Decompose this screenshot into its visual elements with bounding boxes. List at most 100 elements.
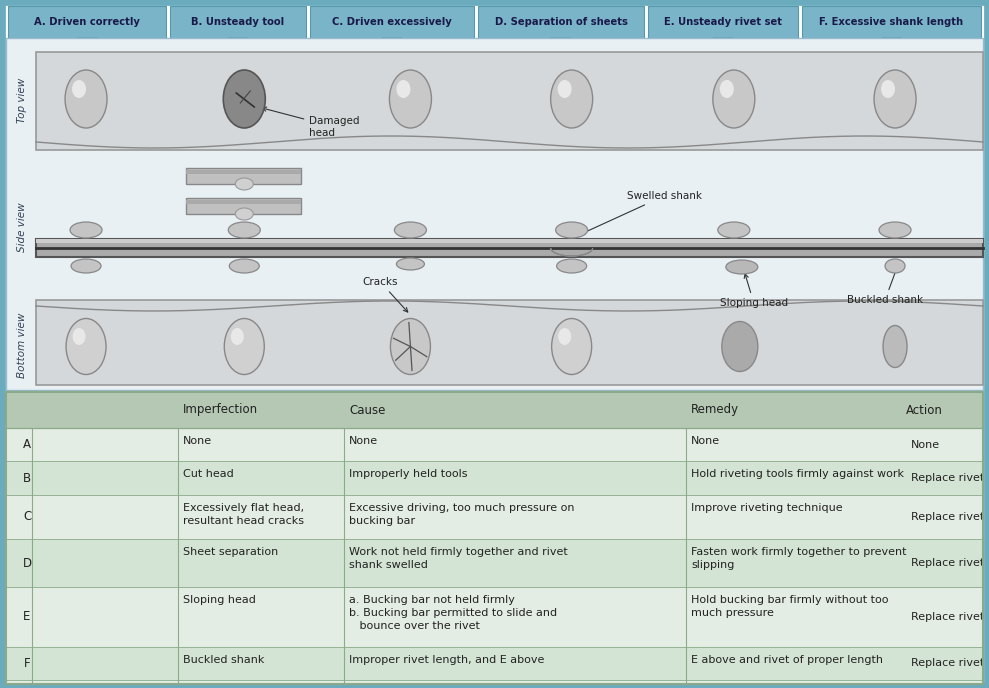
Ellipse shape <box>558 80 572 98</box>
Text: Replace rivet: Replace rivet <box>911 473 984 483</box>
Text: E. Unsteady rivet set: E. Unsteady rivet set <box>664 17 782 27</box>
Text: Hold bucking bar firmly without too
much pressure: Hold bucking bar firmly without too much… <box>691 595 888 618</box>
FancyBboxPatch shape <box>186 170 302 174</box>
FancyBboxPatch shape <box>36 52 983 150</box>
Ellipse shape <box>713 70 755 128</box>
FancyBboxPatch shape <box>802 6 981 38</box>
Ellipse shape <box>556 222 587 238</box>
FancyBboxPatch shape <box>6 428 983 462</box>
Ellipse shape <box>885 259 905 273</box>
FancyBboxPatch shape <box>6 392 983 428</box>
Text: B: B <box>23 471 31 484</box>
FancyBboxPatch shape <box>8 6 166 38</box>
Text: Replace rivet: Replace rivet <box>911 612 984 622</box>
Ellipse shape <box>558 328 571 345</box>
Text: Improve riveting technique: Improve riveting technique <box>691 503 843 513</box>
Polygon shape <box>881 38 902 52</box>
Ellipse shape <box>72 328 85 345</box>
Text: Sloping head: Sloping head <box>183 595 256 605</box>
Text: Remedy: Remedy <box>691 403 739 416</box>
Text: F. Excessive shank length: F. Excessive shank length <box>820 17 963 27</box>
Text: Buckled shank: Buckled shank <box>183 655 264 665</box>
Ellipse shape <box>229 259 259 273</box>
Polygon shape <box>551 38 571 52</box>
Ellipse shape <box>874 70 916 128</box>
Text: None: None <box>911 440 941 450</box>
Ellipse shape <box>552 319 591 374</box>
Text: D: D <box>23 557 32 570</box>
Text: Improper rivet length, and E above: Improper rivet length, and E above <box>349 655 544 665</box>
Ellipse shape <box>71 259 101 273</box>
Ellipse shape <box>235 178 253 190</box>
Text: E: E <box>24 610 31 623</box>
Ellipse shape <box>72 80 86 98</box>
FancyBboxPatch shape <box>648 6 798 38</box>
Polygon shape <box>77 38 97 52</box>
Text: Swelled shank: Swelled shank <box>581 191 701 235</box>
Ellipse shape <box>235 208 253 220</box>
Text: Work not held firmly together and rivet
shank swelled: Work not held firmly together and rivet … <box>349 547 568 570</box>
Ellipse shape <box>70 222 102 238</box>
FancyBboxPatch shape <box>186 168 302 184</box>
Polygon shape <box>382 38 402 52</box>
Ellipse shape <box>225 319 264 374</box>
FancyBboxPatch shape <box>36 300 983 385</box>
Ellipse shape <box>230 328 243 345</box>
Text: None: None <box>183 436 212 446</box>
FancyBboxPatch shape <box>6 495 983 539</box>
Text: Fasten work firmly together to prevent
slipping: Fasten work firmly together to prevent s… <box>691 547 907 570</box>
Ellipse shape <box>390 70 431 128</box>
Text: Bottom view: Bottom view <box>17 312 27 378</box>
Polygon shape <box>228 38 248 52</box>
Ellipse shape <box>224 70 265 128</box>
FancyBboxPatch shape <box>6 539 983 588</box>
Ellipse shape <box>65 70 107 128</box>
Text: Sloping head: Sloping head <box>720 274 788 308</box>
Text: Replace rivet: Replace rivet <box>911 658 984 668</box>
Text: A. Driven correctly: A. Driven correctly <box>34 17 139 27</box>
Text: Buckled shank: Buckled shank <box>847 266 923 305</box>
Text: None: None <box>349 436 378 446</box>
Ellipse shape <box>881 80 895 98</box>
Text: Side view: Side view <box>17 203 27 252</box>
FancyBboxPatch shape <box>6 38 983 390</box>
Polygon shape <box>713 38 733 52</box>
FancyBboxPatch shape <box>36 239 983 257</box>
Ellipse shape <box>726 260 758 274</box>
FancyBboxPatch shape <box>478 6 644 38</box>
Text: Action: Action <box>906 403 943 416</box>
FancyBboxPatch shape <box>186 198 302 214</box>
Text: Damaged
head: Damaged head <box>262 107 360 138</box>
FancyBboxPatch shape <box>6 462 983 495</box>
Text: Hold riveting tools firmly against work: Hold riveting tools firmly against work <box>691 469 904 480</box>
FancyBboxPatch shape <box>36 239 983 243</box>
FancyBboxPatch shape <box>6 392 983 684</box>
Text: B. Unsteady tool: B. Unsteady tool <box>192 17 285 27</box>
Text: Imperfection: Imperfection <box>183 403 258 416</box>
Ellipse shape <box>557 259 586 273</box>
FancyBboxPatch shape <box>310 6 474 38</box>
FancyBboxPatch shape <box>186 200 302 204</box>
Text: None: None <box>691 436 720 446</box>
Ellipse shape <box>720 80 734 98</box>
FancyBboxPatch shape <box>6 647 983 680</box>
Text: Cut head: Cut head <box>183 469 233 480</box>
Ellipse shape <box>722 321 758 372</box>
Ellipse shape <box>391 319 430 374</box>
Polygon shape <box>551 248 592 256</box>
Text: Replace rivet: Replace rivet <box>911 512 984 522</box>
Text: Excessive driving, too much pressure on
bucking bar: Excessive driving, too much pressure on … <box>349 503 575 526</box>
Text: Cause: Cause <box>349 403 386 416</box>
Text: Improperly held tools: Improperly held tools <box>349 469 468 480</box>
FancyBboxPatch shape <box>4 4 985 684</box>
Ellipse shape <box>883 325 907 367</box>
Text: Replace rivet: Replace rivet <box>911 558 984 568</box>
Ellipse shape <box>718 222 750 238</box>
Text: Sheet separation: Sheet separation <box>183 547 278 557</box>
Ellipse shape <box>879 222 911 238</box>
Text: Excessively flat head,
resultant head cracks: Excessively flat head, resultant head cr… <box>183 503 305 526</box>
Text: D. Separation of sheets: D. Separation of sheets <box>494 17 627 27</box>
Text: Cracks: Cracks <box>363 277 407 312</box>
Text: Top view: Top view <box>17 77 27 122</box>
Text: E above and rivet of proper length: E above and rivet of proper length <box>691 655 883 665</box>
